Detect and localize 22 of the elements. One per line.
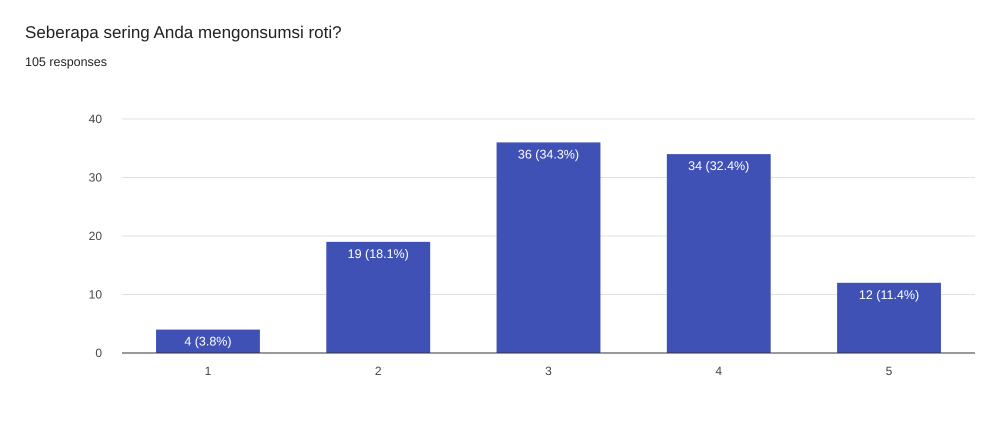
- chart-title: Seberapa sering Anda mengonsumsi roti?: [25, 23, 342, 42]
- y-tick-label: 20: [88, 229, 102, 243]
- x-tick-label: 1: [204, 364, 212, 378]
- data-label: 19 (18.1%): [348, 246, 409, 261]
- x-tick-label: 3: [545, 364, 552, 378]
- bar: [666, 154, 771, 353]
- y-tick-label: 40: [88, 112, 102, 126]
- y-tick-label: 0: [95, 346, 102, 360]
- y-tick-label: 30: [88, 170, 102, 184]
- x-tick-label: 5: [886, 364, 893, 378]
- data-label: 36 (34.3%): [518, 147, 580, 162]
- data-label: 4 (3.8%): [184, 334, 232, 349]
- data-label: 34 (32.4%): [688, 159, 750, 174]
- x-tick-label: 4: [715, 364, 722, 378]
- chart-subtitle: 105 responses: [25, 55, 108, 69]
- y-tick-label: 10: [88, 288, 102, 302]
- x-tick-label: 2: [374, 364, 382, 378]
- bar: [326, 242, 430, 353]
- bar: [496, 142, 600, 353]
- bar: [156, 330, 260, 353]
- bar: [837, 282, 941, 353]
- data-label: 12 (11.4%): [858, 288, 920, 302]
